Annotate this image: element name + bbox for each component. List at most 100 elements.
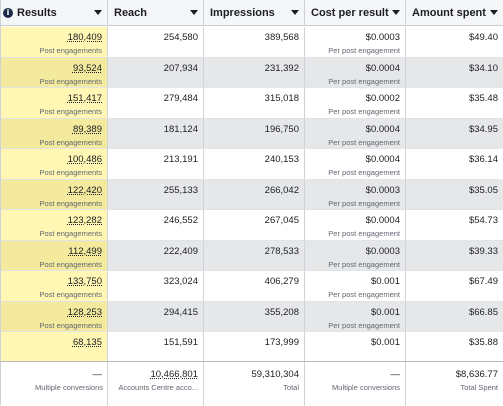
results-value-link[interactable]: 93,524 <box>72 62 102 74</box>
reach-cell: 279,484 <box>108 88 204 118</box>
cost-per-result-cell: $0.001 <box>305 332 406 362</box>
results-cell: 123,282 Post engagements <box>1 210 108 240</box>
reach-cell: 254,580 <box>108 27 204 57</box>
cell-sublabel: Per post engagement <box>328 137 400 147</box>
column-label: Cost per result <box>311 7 389 19</box>
results-cell: 128,253 Post engagements <box>1 301 108 331</box>
table-row: 128,253 Post engagements 294,415 355,208 $0.… <box>1 301 503 332</box>
cell-value: $0.0003 <box>365 32 400 43</box>
results-value-link[interactable]: 180,409 <box>67 32 102 43</box>
column-label: Impressions <box>210 7 275 19</box>
table-row: 151,417 Post engagements 279,484 315,018 $0.… <box>1 88 503 119</box>
total-value: — <box>92 369 103 380</box>
total-label: Accounts Centre acco... <box>118 383 198 392</box>
caret-down-icon[interactable] <box>94 10 102 15</box>
cell-value: $0.0004 <box>365 215 400 226</box>
table-row: 68,135 151,591 173,999 $0.001 $35.88 <box>1 332 503 363</box>
results-value-link[interactable]: 122,420 <box>67 184 102 196</box>
amount-spent-cell: $36.14 <box>406 149 503 179</box>
cell-value: 181,124 <box>163 123 198 135</box>
amount-spent-cell: $34.95 <box>406 119 503 149</box>
results-value-link[interactable]: 100,486 <box>67 154 102 165</box>
results-cell: 180,409 Post engagements <box>1 27 108 57</box>
cell-sublabel: Post engagements <box>39 107 102 116</box>
results-value-link[interactable]: 68,135 <box>72 337 102 348</box>
cell-sublabel: Per post engagement <box>328 229 400 238</box>
table-row: 89,389 Post engagements 181,124 196,750 $0.0… <box>1 118 503 149</box>
cell-value: 173,999 <box>264 337 299 348</box>
amount-spent-cell: $54.73 <box>406 210 503 240</box>
cell-value: $35.88 <box>468 337 498 348</box>
cell-sublabel: Post engagements <box>39 198 102 208</box>
impressions-cell: 278,533 <box>204 240 305 270</box>
impressions-cell: 173,999 <box>204 332 305 362</box>
total-reach: 10,466,801 Accounts Centre acco... <box>108 362 204 406</box>
total-cost-per-result: — Multiple conversions <box>305 362 406 406</box>
column-header-amount-spent[interactable]: Amount spent <box>406 0 503 26</box>
amount-spent-cell: $49.40 <box>406 27 503 57</box>
total-label: Total Spent <box>460 383 498 392</box>
cell-value: $34.95 <box>468 123 498 135</box>
table-totals-row: — Multiple conversions 10,466,801 Accoun… <box>1 361 503 406</box>
column-label: Reach <box>114 7 148 19</box>
impressions-cell: 267,045 <box>204 210 305 240</box>
cell-value: 207,934 <box>163 62 198 74</box>
column-header-results[interactable]: i Results <box>1 0 108 26</box>
cost-per-result-cell: $0.001 Per post engagement <box>305 271 406 301</box>
cell-value: 315,018 <box>264 93 299 104</box>
total-impressions: 59,310,304 Total <box>204 362 305 406</box>
cell-value: 213,191 <box>163 154 198 165</box>
cell-sublabel: Per post engagement <box>328 198 400 208</box>
results-value-link[interactable]: 128,253 <box>67 306 102 318</box>
total-value: — <box>390 369 401 380</box>
cell-sublabel: Per post engagement <box>328 76 400 86</box>
cell-value: $34.10 <box>468 62 498 74</box>
cell-value: $0.0002 <box>365 93 400 104</box>
cell-value: 255,133 <box>163 184 198 196</box>
total-value[interactable]: 10,466,801 <box>150 369 198 380</box>
results-value-link[interactable]: 112,499 <box>68 245 102 257</box>
cell-sublabel: Post engagements <box>39 229 102 238</box>
cell-value: 294,415 <box>163 306 198 318</box>
cell-sublabel: Post engagements <box>39 76 102 86</box>
column-header-cost-per-result[interactable]: Cost per result <box>305 0 406 26</box>
cell-value: 240,153 <box>264 154 299 165</box>
caret-down-icon[interactable] <box>392 10 400 15</box>
total-label: Multiple conversions <box>35 383 103 392</box>
results-value-link[interactable]: 151,417 <box>67 93 102 104</box>
cell-value: 267,045 <box>264 215 299 226</box>
results-value-link[interactable]: 123,282 <box>67 215 102 226</box>
cell-value: $0.001 <box>370 276 400 287</box>
results-cell: 122,420 Post engagements <box>1 179 108 209</box>
results-value-link[interactable]: 133,750 <box>67 276 102 287</box>
info-icon[interactable]: i <box>3 8 13 18</box>
impressions-cell: 355,208 <box>204 301 305 331</box>
impressions-cell: 231,392 <box>204 57 305 87</box>
cell-value: 254,580 <box>163 32 198 43</box>
caret-down-icon[interactable] <box>490 10 498 15</box>
column-header-impressions[interactable]: Impressions <box>204 0 305 26</box>
total-amount-spent: $8,636.77 Total Spent <box>406 362 503 406</box>
table-row: 122,420 Post engagements 255,133 266,042 $0.… <box>1 179 503 210</box>
cost-per-result-cell: $0.0003 Per post engagement <box>305 179 406 209</box>
impressions-cell: 266,042 <box>204 179 305 209</box>
table-row: 112,499 Post engagements 222,409 278,533 $0.… <box>1 240 503 271</box>
cell-sublabel: Post engagements <box>39 320 102 330</box>
cost-per-result-cell: $0.0004 Per post engagement <box>305 149 406 179</box>
cell-value: 151,591 <box>163 337 198 348</box>
caret-down-icon[interactable] <box>190 10 198 15</box>
cell-value: $0.0004 <box>365 123 400 135</box>
cell-value: $49.40 <box>468 32 498 43</box>
cell-value: 222,409 <box>163 245 198 257</box>
results-cell: 89,389 Post engagements <box>1 118 108 148</box>
cell-sublabel: Post engagements <box>39 46 102 55</box>
total-results: — Multiple conversions <box>1 362 108 406</box>
results-cell: 133,750 Post engagements <box>1 271 108 301</box>
reach-cell: 294,415 <box>108 301 204 331</box>
impressions-cell: 240,153 <box>204 149 305 179</box>
cell-value: 246,552 <box>163 215 198 226</box>
caret-down-icon[interactable] <box>291 10 299 15</box>
results-value-link[interactable]: 89,389 <box>72 123 102 135</box>
column-header-reach[interactable]: Reach <box>108 0 204 26</box>
amount-spent-cell: $34.10 <box>406 58 503 88</box>
